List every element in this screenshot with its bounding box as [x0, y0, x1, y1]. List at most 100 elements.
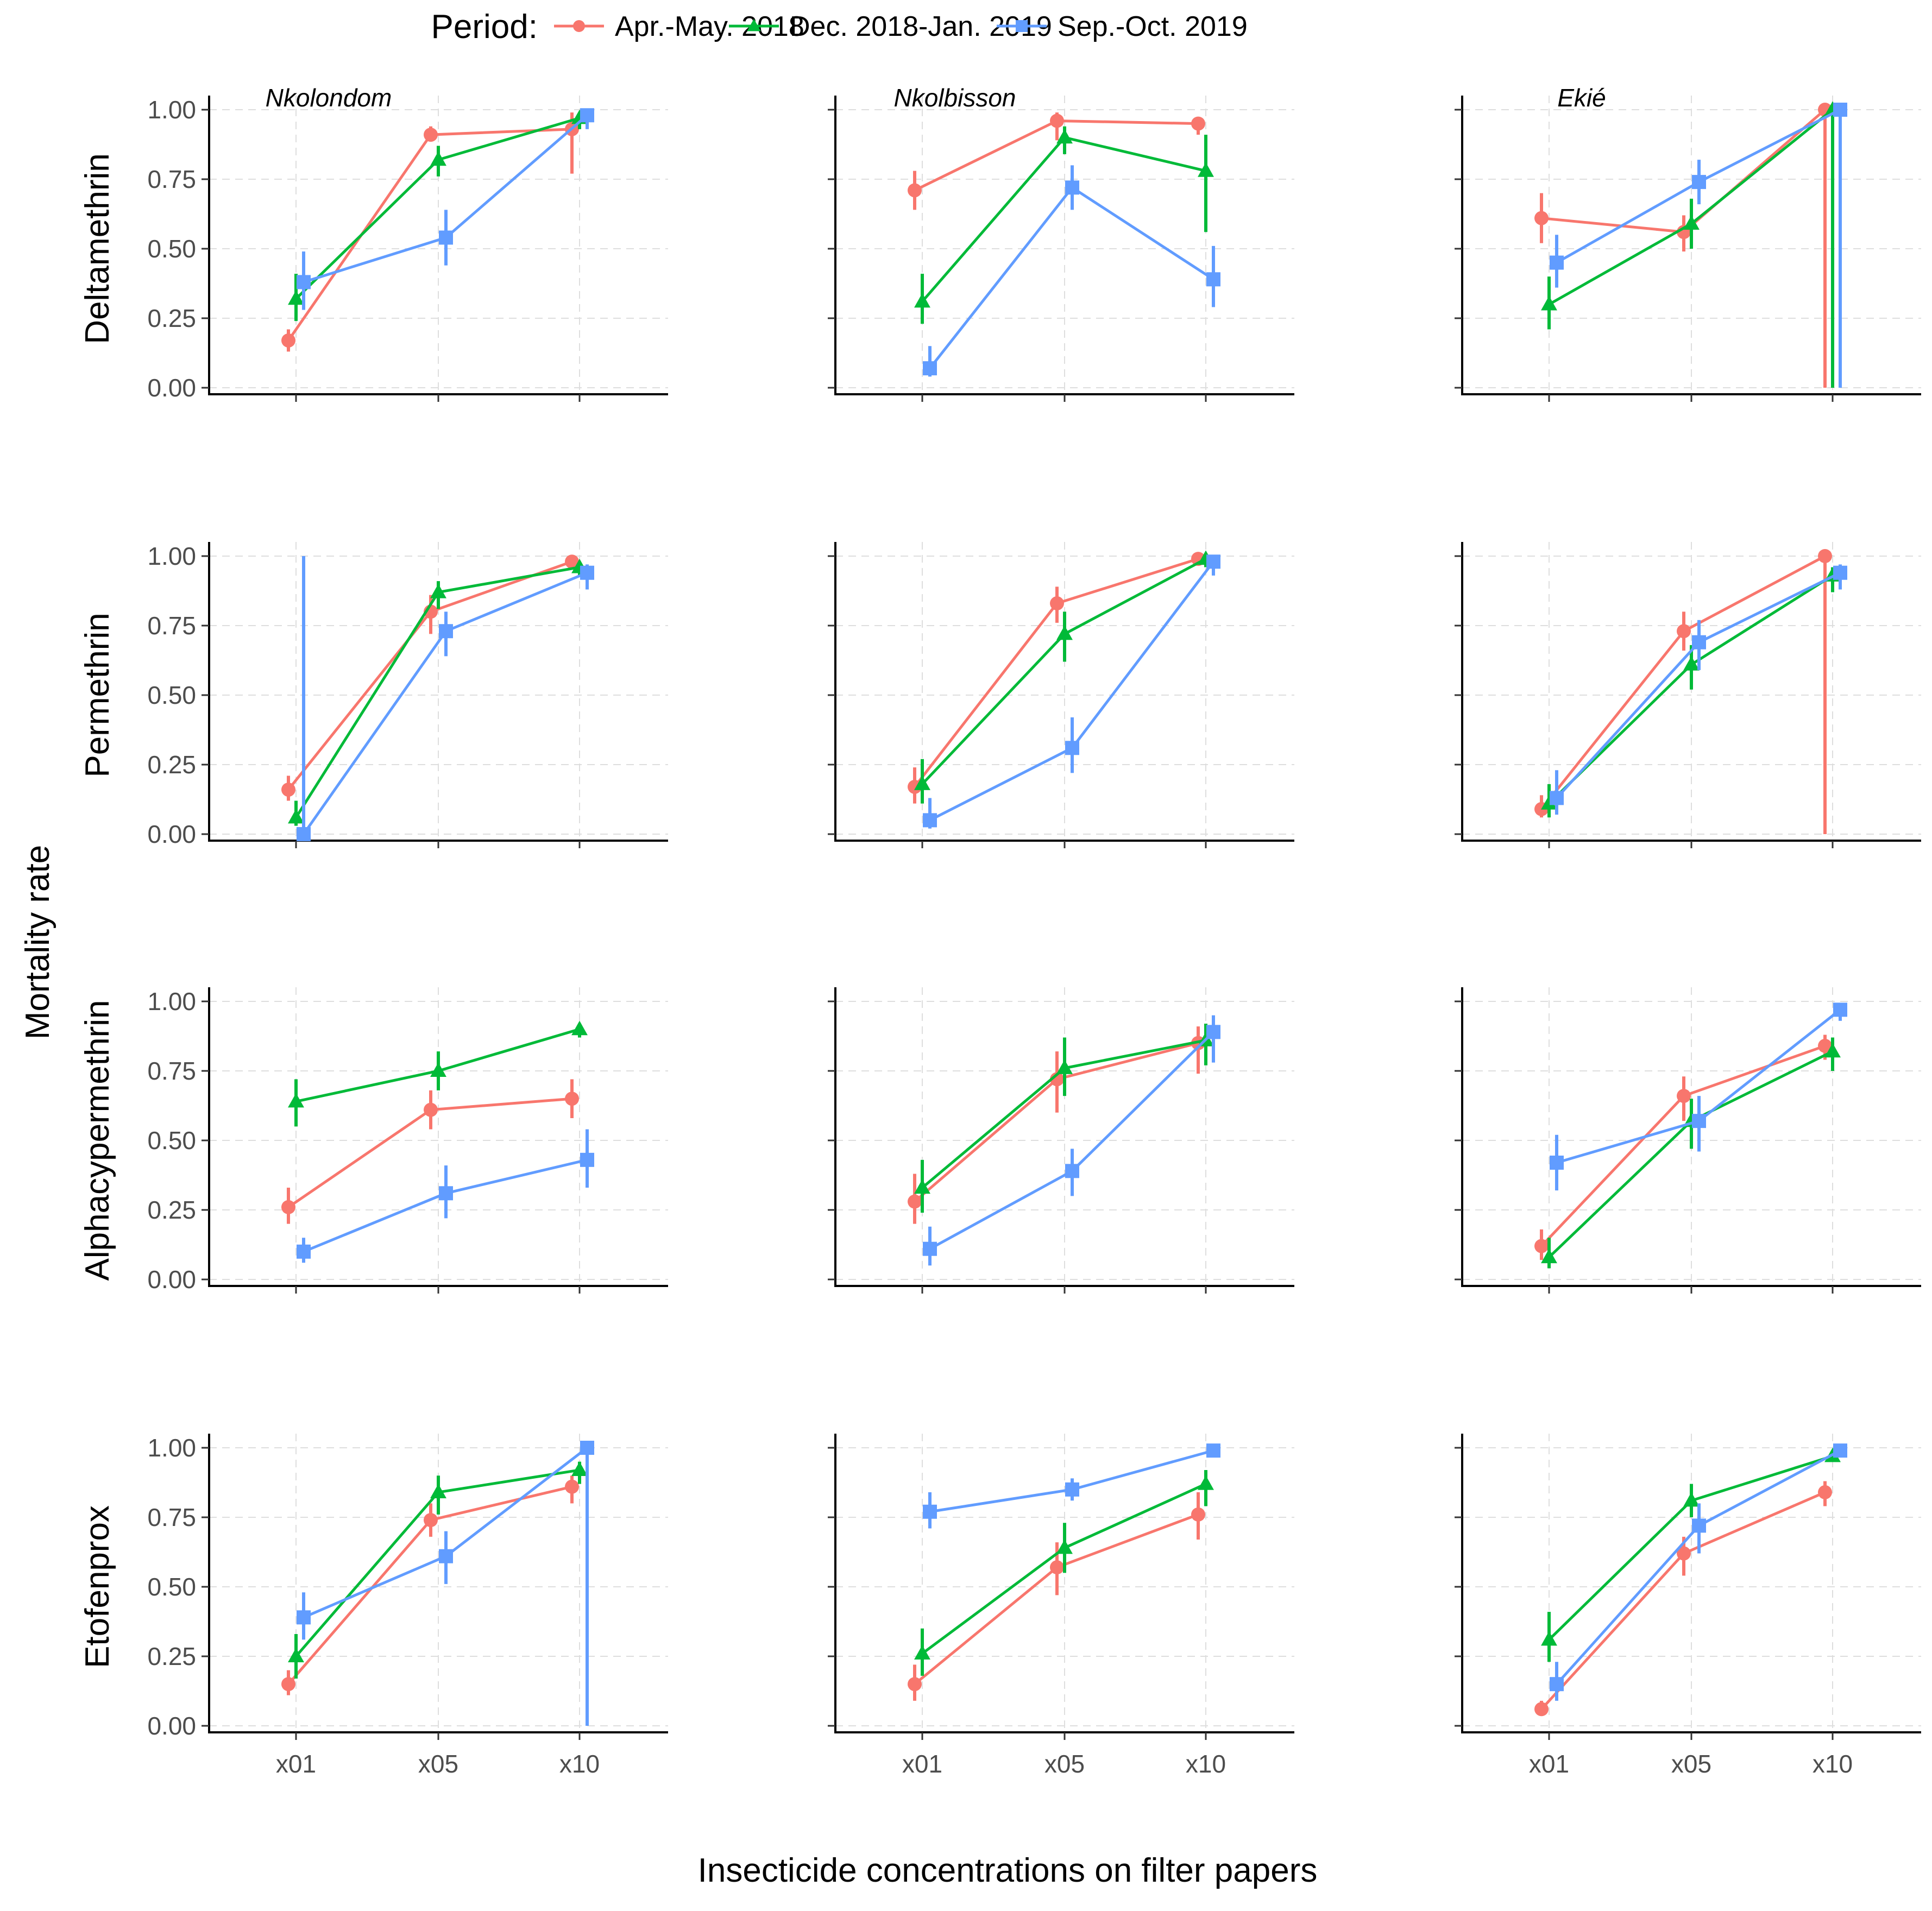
- series-line: [929, 186, 1214, 369]
- series-apr-may-2018: [908, 1026, 1205, 1224]
- data-point: [1056, 1059, 1073, 1074]
- data-point: [1677, 1089, 1691, 1103]
- data-point: [1677, 624, 1691, 639]
- panels-grid: 0.00 0.25 0.50 0.75 1.00 Deltamethrin Nkolondo…: [79, 84, 1921, 1778]
- series-apr-may-2018: [281, 112, 579, 352]
- panel-alphacypermethrin-nkolbisson: [828, 987, 1294, 1294]
- data-point: [1692, 175, 1706, 190]
- data-point: [1677, 1546, 1691, 1561]
- data-point: [1065, 180, 1079, 195]
- data-point: [1541, 295, 1557, 311]
- data-point: [1534, 211, 1549, 225]
- series-dec-2018-jan-2019: [1541, 101, 1841, 388]
- series-apr-may-2018: [908, 1492, 1205, 1701]
- data-point: [908, 183, 922, 198]
- data-point: [1692, 1518, 1706, 1533]
- series-dec-2018-jan-2019: [914, 1023, 1214, 1213]
- data-point: [297, 275, 311, 289]
- panel-deltamethrin-nkolondom: 0.00 0.25 0.50 0.75 1.00 Deltamethrin Nkolondo…: [79, 84, 668, 402]
- data-point: [297, 1244, 311, 1259]
- series-dec-2018-jan-2019: [288, 109, 588, 321]
- data-point: [1550, 791, 1564, 805]
- data-point: [1541, 1631, 1557, 1646]
- data-point: [923, 813, 937, 828]
- series-sep-oct-2019: [923, 1015, 1220, 1266]
- panel-deltamethrin-ekie: Ekié: [1455, 84, 1921, 402]
- data-point: [914, 1179, 930, 1194]
- data-point: [281, 333, 295, 348]
- series-apr-may-2018: [281, 1475, 579, 1695]
- data-point: [1065, 1482, 1079, 1497]
- series-dec-2018-jan-2019: [1541, 1447, 1841, 1662]
- data-point: [1818, 549, 1832, 563]
- series-sep-oct-2019: [923, 554, 1220, 829]
- series-apr-may-2018: [1534, 1481, 1832, 1717]
- series-apr-may-2018: [908, 552, 1205, 804]
- series-dec-2018-jan-2019: [1541, 567, 1841, 818]
- series-sep-oct-2019: [923, 1443, 1220, 1529]
- data-point: [281, 1200, 295, 1214]
- data-point: [914, 1645, 930, 1660]
- y-tick-label: 0.25: [147, 304, 196, 332]
- panel-permethrin-nkolbisson: [828, 542, 1294, 848]
- data-point: [1206, 272, 1220, 287]
- data-point: [439, 1186, 453, 1201]
- series-apr-may-2018: [1534, 1035, 1832, 1260]
- data-point: [430, 151, 446, 166]
- y-tick-label: 0.00: [147, 1712, 196, 1740]
- data-point: [439, 230, 453, 245]
- data-point: [923, 361, 937, 376]
- data-point: [1833, 1443, 1847, 1458]
- y-tick-label: 0.75: [147, 611, 196, 640]
- data-point: [439, 624, 453, 639]
- y-axis-title: Mortality rate: [19, 845, 56, 1039]
- series-apr-may-2018: [1534, 549, 1832, 834]
- data-point: [281, 783, 295, 797]
- data-point: [914, 293, 930, 308]
- data-point: [1550, 255, 1564, 270]
- data-point: [1198, 162, 1214, 177]
- data-point: [1541, 1248, 1557, 1264]
- data-point: [1541, 795, 1557, 810]
- panel-permethrin-ekie: [1455, 542, 1921, 848]
- row-label-alphacypermethrin: Alphacypermethrin: [79, 1000, 116, 1281]
- y-tick-label: 0.25: [147, 1642, 196, 1670]
- series-line: [1541, 109, 1826, 234]
- data-point: [288, 1093, 304, 1108]
- data-point: [439, 1549, 453, 1563]
- y-tick-label: 0.50: [147, 235, 196, 263]
- col-label-ekie: Ekié: [1557, 84, 1606, 112]
- data-point: [1206, 1025, 1220, 1039]
- legend-label: Sep.-Oct. 2019: [1058, 11, 1248, 42]
- series-apr-may-2018: [281, 554, 579, 801]
- y-tick-label: 1.00: [147, 542, 196, 570]
- panel-deltamethrin-nkolbisson: Nkolbisson: [828, 84, 1294, 402]
- series-apr-may-2018: [908, 112, 1205, 210]
- panel-alphacypermethrin-nkolondom: 0.00 0.25 0.50 0.75 1.00 Alphacypermethrin: [79, 987, 668, 1294]
- series-line: [287, 128, 572, 342]
- data-point: [430, 583, 446, 598]
- data-point: [424, 1513, 438, 1528]
- y-tick-label: 1.00: [147, 1434, 196, 1462]
- data-point: [908, 1194, 922, 1209]
- data-point: [1818, 1038, 1832, 1053]
- series-line: [914, 1513, 1199, 1686]
- data-point: [430, 1484, 446, 1498]
- data-point: [580, 1152, 594, 1167]
- y-tick-label: 0.75: [147, 165, 196, 193]
- data-point: [288, 809, 304, 824]
- row-label-etofenprox: Etofenprox: [79, 1505, 116, 1668]
- data-point: [1534, 1702, 1549, 1717]
- series-sep-oct-2019: [297, 556, 594, 841]
- y-tick-label: 0.50: [147, 681, 196, 709]
- y-tick-label: 1.00: [147, 987, 196, 1016]
- data-point: [1191, 1507, 1205, 1522]
- panel-alphacypermethrin-ekie: [1455, 987, 1921, 1294]
- series-sep-oct-2019: [923, 165, 1220, 377]
- series-apr-may-2018: [281, 1079, 579, 1224]
- data-point: [914, 775, 930, 790]
- data-point: [908, 1677, 922, 1692]
- data-point: [571, 1461, 588, 1477]
- data-point: [1065, 1164, 1079, 1178]
- data-point: [1198, 1475, 1214, 1490]
